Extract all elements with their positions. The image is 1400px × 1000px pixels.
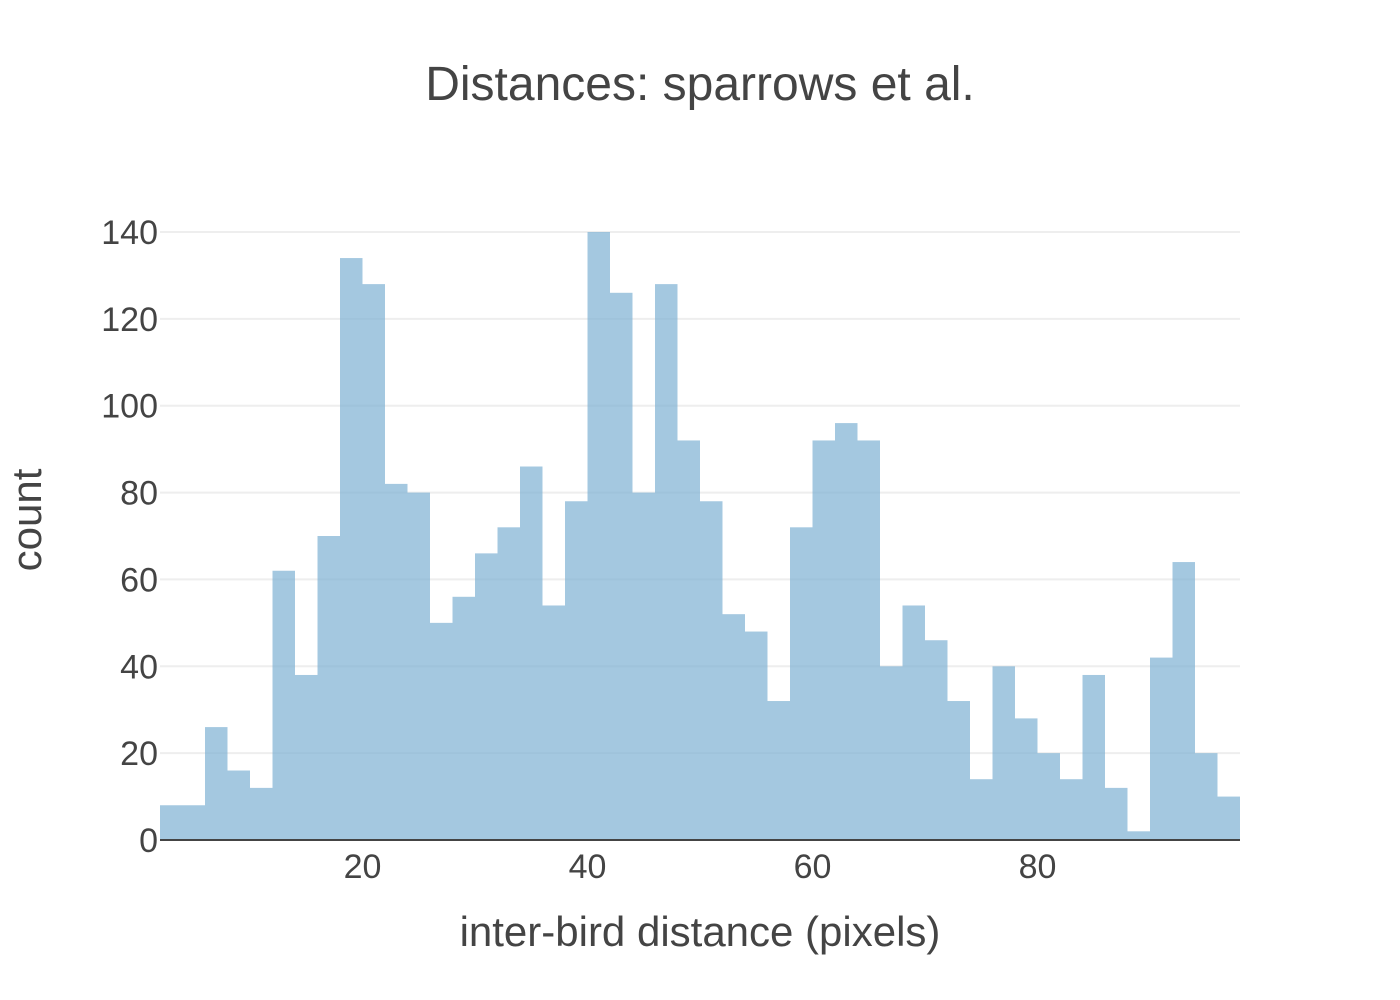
y-tick-label: 20 xyxy=(120,735,158,773)
histogram-bar xyxy=(925,640,948,840)
chart-title: Distances: sparrows et al. xyxy=(425,58,975,111)
x-tick-label: 20 xyxy=(344,848,382,886)
x-tick-label: 80 xyxy=(1019,848,1057,886)
histogram-bar xyxy=(700,501,723,840)
histogram-bar xyxy=(295,674,318,840)
histogram-bar xyxy=(1172,562,1195,840)
histogram-bar xyxy=(317,536,340,840)
y-tick-label: 60 xyxy=(120,561,158,599)
y-tick-label: 100 xyxy=(101,388,158,426)
y-tick-label: 40 xyxy=(120,648,158,686)
y-tick-label: 120 xyxy=(101,301,158,339)
axes: 0 20 40 60 80 100 120 140 20 40 60 80 xyxy=(101,214,1240,886)
histogram-bar xyxy=(767,701,790,840)
histogram-bar xyxy=(475,553,498,840)
histogram-bar xyxy=(565,501,588,840)
histogram-bar xyxy=(385,483,408,840)
histogram-bar xyxy=(272,570,295,840)
histogram-bar xyxy=(160,805,183,840)
histogram-bar xyxy=(1060,779,1083,840)
histogram-bar xyxy=(880,666,903,840)
histogram-bar xyxy=(857,440,880,840)
y-axis-title: count xyxy=(3,468,50,571)
histogram-bar xyxy=(902,605,925,840)
histogram-bar xyxy=(340,258,363,840)
histogram-bar xyxy=(677,440,700,840)
histogram-bar xyxy=(497,527,520,840)
histogram-bar xyxy=(182,805,205,840)
x-axis-title: inter-bird distance (pixels) xyxy=(460,908,941,955)
histogram-bars xyxy=(160,232,1240,841)
histogram-bar xyxy=(745,631,768,840)
histogram-bar xyxy=(362,284,385,841)
y-tick-label: 140 xyxy=(101,214,158,252)
histogram-bar xyxy=(655,284,678,841)
histogram-bar xyxy=(542,605,565,840)
y-tick-label: 0 xyxy=(139,822,158,860)
y-tick-label: 80 xyxy=(120,475,158,513)
histogram-bar xyxy=(205,727,228,840)
histogram-bar xyxy=(970,779,993,840)
histogram-bar xyxy=(227,770,250,840)
histogram-bar xyxy=(1195,753,1218,840)
histogram-bar xyxy=(587,232,610,840)
x-tick-label: 60 xyxy=(794,848,832,886)
histogram-bar xyxy=(1082,674,1105,840)
histogram-bar xyxy=(407,492,430,840)
histogram-bar xyxy=(1105,787,1128,840)
histogram-bar xyxy=(790,527,813,840)
histogram-bar xyxy=(992,666,1015,840)
x-tick-label: 40 xyxy=(569,848,607,886)
histogram-bar xyxy=(610,292,633,840)
histogram-bar xyxy=(812,440,835,840)
histogram-bar xyxy=(452,596,475,840)
histogram-bar xyxy=(1037,753,1060,840)
histogram-bar xyxy=(1217,796,1240,840)
histogram-bar xyxy=(250,787,273,840)
histogram-bar xyxy=(632,492,655,840)
histogram-bar xyxy=(1015,718,1038,840)
histogram-bar xyxy=(430,622,453,840)
histogram-bar xyxy=(947,701,970,840)
histogram-bar xyxy=(722,614,745,840)
histogram-bar xyxy=(520,466,543,840)
histogram-bar xyxy=(1127,831,1150,840)
histogram-bar xyxy=(835,423,858,840)
histogram-bar xyxy=(1150,657,1173,840)
